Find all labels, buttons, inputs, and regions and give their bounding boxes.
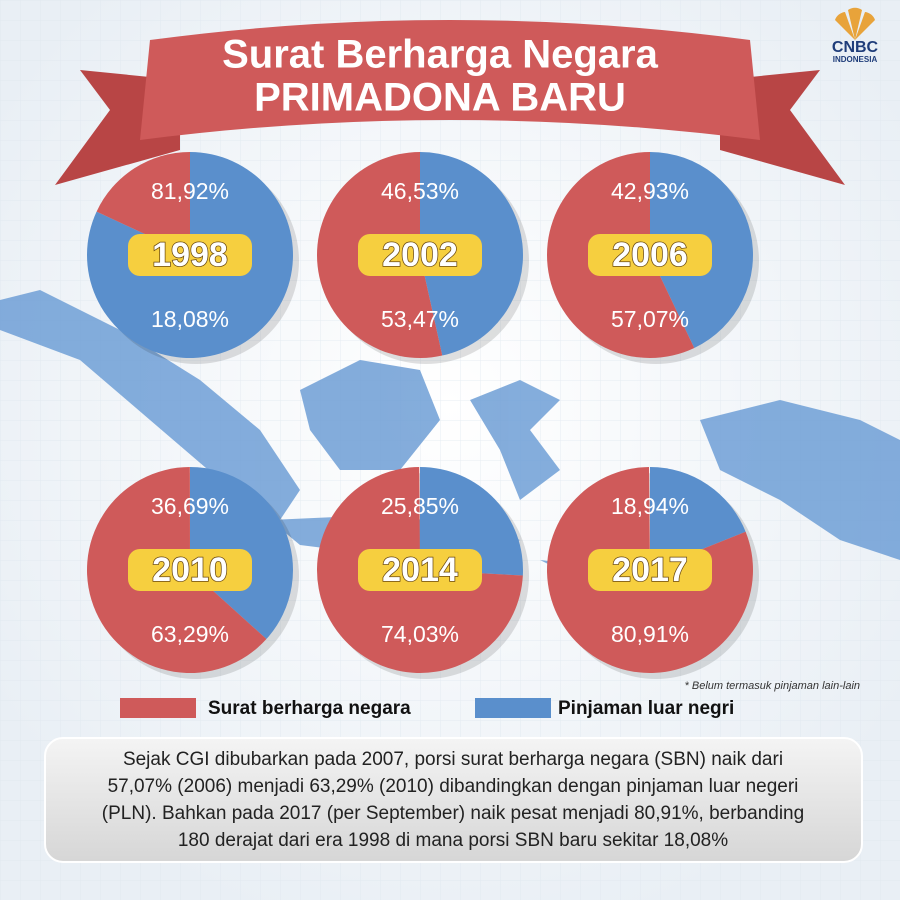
description-line: 57,07% (2006) menjadi 63,29% (2010) diba… [108, 776, 799, 797]
legend-label: Pinjaman luar negri [558, 698, 734, 719]
value-label: 36,69% [151, 493, 229, 519]
value-label: 57,07% [611, 306, 689, 332]
year-badge [358, 234, 482, 276]
year-badge [588, 234, 712, 276]
value-label: 46,53% [381, 178, 459, 204]
value-label: 18,08% [151, 306, 229, 332]
legend-swatch [120, 698, 196, 718]
pie-chart: 46,53% 53,47% 2002 [317, 151, 529, 364]
value-label: 18,94% [611, 493, 689, 519]
logo-text: CNBC [832, 39, 879, 56]
year-label: 2006 [612, 236, 688, 274]
pie-chart: 36,69% 63,29% 2010 [86, 467, 299, 679]
pie-chart: 25,85% 74,03% 2014 [317, 467, 529, 679]
legend-swatch [475, 698, 551, 718]
footnote: * Belum termasuk pinjaman lain-lain [685, 680, 860, 692]
year-badge [358, 549, 482, 591]
year-label: 2017 [612, 551, 688, 589]
value-label: 63,29% [151, 621, 229, 647]
pie-slice [650, 467, 746, 570]
value-label: 81,92% [151, 178, 229, 204]
year-label: 2002 [382, 236, 458, 274]
description-line: 180 derajat dari era 1998 di mana porsi … [178, 830, 728, 851]
year-badge [588, 549, 712, 591]
value-label: 53,47% [381, 306, 459, 332]
pie-chart: 18,94% 80,91% 2017 [547, 467, 759, 679]
year-badge [128, 234, 252, 276]
value-label: 74,03% [381, 621, 459, 647]
year-badge [128, 549, 252, 591]
banner [55, 20, 845, 185]
year-label: 2014 [382, 551, 458, 589]
pie-chart: 42,93% 57,07% 2006 [547, 152, 759, 364]
description-box [44, 737, 863, 863]
pie-slice [96, 152, 190, 255]
description-line: (PLN). Bahkan pada 2017 (per September) … [102, 803, 804, 824]
title: Surat Berharga Negara [222, 33, 658, 77]
description-line: Sejak CGI dibubarkan pada 2007, porsi su… [123, 749, 783, 770]
pie-slice [420, 467, 523, 576]
logo-region: INDONESIA [833, 55, 878, 64]
legend-label: Surat berharga negara [208, 698, 411, 719]
value-label: 25,85% [381, 493, 459, 519]
pie-chart: 81,92% 18,08% 1998 [86, 152, 299, 364]
year-label: 2010 [152, 551, 228, 589]
value-label: 42,93% [611, 178, 689, 204]
logo: CNBC INDONESIA [832, 7, 879, 64]
subtitle: PRIMADONA BARU [254, 76, 626, 120]
value-label: 80,91% [611, 621, 689, 647]
year-label: 1998 [152, 236, 228, 274]
